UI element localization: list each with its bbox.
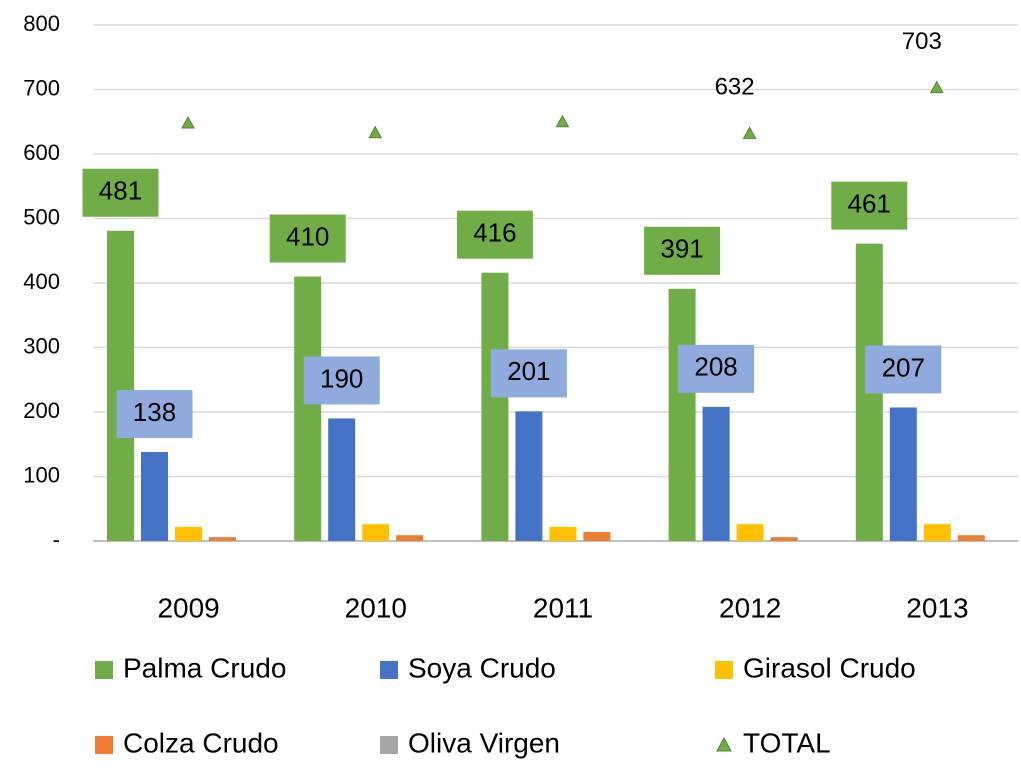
data-label: 481 bbox=[99, 176, 142, 206]
data-label: 201 bbox=[507, 356, 550, 386]
bar bbox=[175, 526, 202, 541]
data-label-box bbox=[865, 345, 942, 394]
data-label: 207 bbox=[882, 352, 925, 382]
data-label-box bbox=[116, 389, 193, 438]
data-label: 208 bbox=[694, 352, 737, 382]
data-label: 391 bbox=[660, 234, 703, 264]
data-label-box bbox=[831, 181, 908, 230]
bar bbox=[294, 276, 322, 541]
total-marker bbox=[181, 115, 195, 129]
y-tick-label: - bbox=[53, 527, 60, 552]
y-tick-label: 600 bbox=[23, 140, 60, 165]
bar bbox=[515, 411, 543, 541]
y-tick-label: 700 bbox=[23, 75, 60, 100]
legend-swatch bbox=[95, 661, 113, 679]
data-label-box bbox=[456, 210, 533, 259]
bar bbox=[702, 406, 730, 541]
legend-swatch bbox=[95, 736, 113, 754]
total-marker bbox=[555, 114, 570, 128]
data-label: 703 bbox=[902, 28, 942, 55]
bar bbox=[328, 418, 356, 541]
legend-swatch bbox=[380, 661, 398, 679]
data-label-box bbox=[490, 349, 567, 398]
legend-label: Palma Crudo bbox=[123, 652, 286, 683]
legend-swatch bbox=[715, 661, 733, 679]
data-label: 632 bbox=[715, 74, 755, 101]
data-label: 461 bbox=[848, 189, 891, 219]
x-tick-label: 2009 bbox=[157, 592, 219, 623]
data-label: 190 bbox=[320, 363, 363, 393]
legend-label: Girasol Crudo bbox=[743, 652, 916, 683]
bar bbox=[889, 407, 917, 541]
bar bbox=[736, 524, 764, 541]
bar bbox=[141, 451, 168, 541]
data-label-box bbox=[644, 226, 721, 275]
legend-marker bbox=[716, 736, 732, 752]
bar bbox=[583, 531, 611, 541]
legend-label: TOTAL bbox=[743, 727, 831, 758]
data-label-box bbox=[82, 168, 159, 217]
bar bbox=[481, 272, 509, 541]
y-tick-label: 300 bbox=[23, 333, 60, 358]
data-label: 138 bbox=[133, 397, 176, 427]
bar bbox=[549, 526, 577, 541]
bar bbox=[770, 537, 798, 541]
x-tick-label: 2012 bbox=[719, 592, 781, 623]
total-marker bbox=[368, 125, 383, 139]
total-marker bbox=[742, 126, 757, 139]
bar bbox=[107, 230, 134, 541]
bar bbox=[957, 535, 985, 541]
bar bbox=[362, 524, 390, 541]
legend-label: Soya Crudo bbox=[408, 652, 556, 683]
y-tick-label: 100 bbox=[23, 462, 60, 487]
y-tick-label: 500 bbox=[23, 204, 60, 229]
y-tick-label: 800 bbox=[23, 11, 60, 36]
data-label: 416 bbox=[473, 218, 516, 248]
x-tick-label: 2010 bbox=[345, 592, 407, 623]
y-tick-label: 400 bbox=[23, 269, 60, 294]
y-tick-label: 200 bbox=[23, 398, 60, 423]
x-tick-label: 2013 bbox=[906, 592, 968, 623]
legend-label: Oliva Virgen bbox=[408, 727, 560, 758]
bar bbox=[668, 288, 696, 541]
bar bbox=[209, 537, 236, 541]
total-marker bbox=[929, 80, 944, 94]
bar bbox=[396, 535, 424, 541]
legend-swatch bbox=[380, 736, 398, 754]
legend-label: Colza Crudo bbox=[123, 727, 279, 758]
x-tick-label: 2011 bbox=[533, 592, 593, 623]
data-label-box bbox=[303, 356, 380, 405]
data-label-box bbox=[678, 344, 755, 393]
data-label: 410 bbox=[286, 221, 329, 251]
data-label-box bbox=[269, 214, 346, 263]
bar bbox=[923, 524, 951, 541]
